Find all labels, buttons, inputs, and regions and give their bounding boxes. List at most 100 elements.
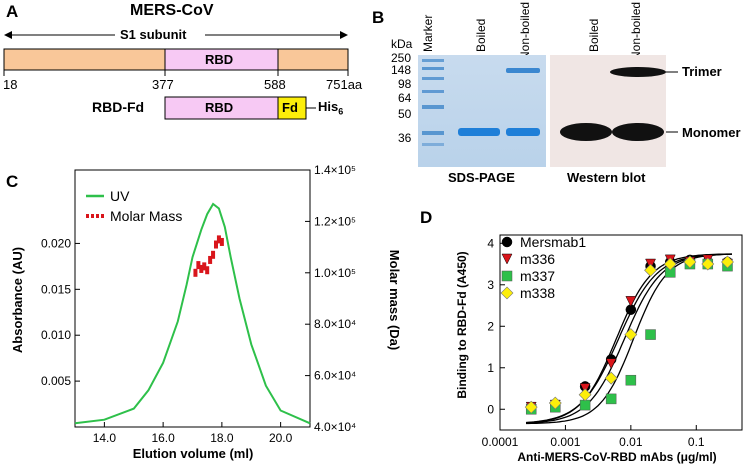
legend-label-m337: m337 bbox=[520, 268, 555, 284]
panel-c-ytick-label: 0.005 bbox=[41, 374, 71, 388]
his-subscript: 6 bbox=[338, 106, 344, 117]
marker-250: 250 bbox=[391, 51, 412, 65]
point-m337 bbox=[605, 393, 617, 405]
panel-d-ylabel: Binding to RBD-Fd (A450) bbox=[455, 251, 469, 398]
marker-ladder bbox=[422, 59, 444, 146]
western-blot-label: Western blot bbox=[567, 170, 646, 185]
construct-label: RBD-Fd bbox=[92, 99, 145, 115]
marker-36: 36 bbox=[398, 131, 412, 145]
rbd-label: RBD bbox=[205, 52, 234, 67]
construct-rbd-label: RBD bbox=[205, 100, 234, 115]
panel-a-title: MERS-CoV bbox=[130, 2, 214, 19]
panel-c-ytick-right-label: 1.4×10⁵ bbox=[314, 163, 356, 177]
panel-d-ytick-label: 0 bbox=[487, 402, 494, 416]
panel-c-ytick-right-label: 1.0×10⁵ bbox=[314, 266, 356, 280]
panel-c-ytick-label: 0.015 bbox=[41, 282, 71, 296]
point-m337 bbox=[625, 374, 637, 386]
molar-mass-point bbox=[193, 268, 198, 277]
fit-curve bbox=[525, 253, 732, 424]
rbd-box bbox=[164, 48, 279, 71]
panel-d-xtick-label: 0.0001 bbox=[482, 435, 519, 449]
his-text: His bbox=[318, 99, 339, 114]
marker-64: 64 bbox=[398, 91, 412, 105]
point-m338 bbox=[644, 263, 657, 277]
molar-mass-point bbox=[202, 262, 207, 271]
panel-c-xtick-label: 14.0 bbox=[93, 431, 117, 445]
marker-98: 98 bbox=[398, 77, 412, 91]
blot-monomer-band-nonboiled bbox=[612, 123, 664, 141]
panel-d-ytick-label: 1 bbox=[487, 361, 494, 375]
sds-page-label: SDS-PAGE bbox=[448, 170, 515, 185]
blot-image bbox=[550, 55, 666, 167]
panel-d-ytick-label: 4 bbox=[487, 236, 494, 250]
panel-c-xtick-label: 20.0 bbox=[269, 431, 293, 445]
molar-mass-point bbox=[205, 266, 210, 275]
point-m338 bbox=[683, 255, 697, 269]
panel-d-xtick-label: 0.1 bbox=[688, 435, 705, 449]
panel-c-xtick-label: 16.0 bbox=[151, 431, 175, 445]
legend-label-m336: m336 bbox=[520, 251, 555, 267]
panel-c-plot-frame bbox=[74, 169, 311, 428]
point-m338 bbox=[663, 257, 677, 271]
gel-trimer-band bbox=[506, 68, 540, 73]
panel-d-xlabel: Anti-MERS-CoV-RBD mAbs (μg/ml) bbox=[517, 450, 716, 464]
gel-monomer-band-nonboiled bbox=[506, 128, 540, 136]
panel-d-xtick-label: 0.001 bbox=[550, 435, 580, 449]
panel-c-xlabel: Elution volume (ml) bbox=[133, 446, 254, 461]
marker-50: 50 bbox=[398, 107, 412, 121]
s1-arrow-left bbox=[4, 31, 12, 39]
legend-marker-mersmab1 bbox=[501, 236, 513, 248]
molar-mass-point bbox=[208, 255, 213, 264]
panel-c-ytick-label: 0.010 bbox=[41, 328, 71, 342]
panel-a-label: A bbox=[6, 2, 19, 21]
panel-c-ylabel-right: Molar mass (Da) bbox=[387, 250, 402, 350]
kda-label: kDa bbox=[391, 37, 413, 51]
molar-mass-point bbox=[214, 240, 218, 249]
molar-mass-series bbox=[193, 235, 224, 277]
legend-molar-mass-label: Molar Mass bbox=[110, 208, 182, 224]
marker-148: 148 bbox=[391, 63, 412, 77]
panel-d-label: D bbox=[420, 208, 433, 227]
pos-588: 588 bbox=[264, 77, 286, 92]
panel-c-ylabel-left: Absorbance (AU) bbox=[10, 247, 25, 353]
data-points bbox=[524, 254, 734, 415]
s1-arrow-right bbox=[340, 31, 348, 39]
panel-d-plot-frame bbox=[499, 234, 743, 431]
legend-marker-m337 bbox=[501, 270, 513, 282]
blot-monomer-band-boiled bbox=[560, 123, 612, 141]
molar-mass-point bbox=[199, 264, 204, 273]
panel-b-label: B bbox=[372, 8, 385, 27]
point-m338 bbox=[624, 328, 638, 341]
legend-label-mersmab1: Mersmab1 bbox=[520, 234, 586, 250]
point-m338 bbox=[524, 400, 538, 414]
panel-d-ytick-label: 3 bbox=[487, 278, 494, 292]
panel-c-ytick-right-label: 6.0×10⁴ bbox=[314, 369, 356, 383]
pos-377: 377 bbox=[152, 77, 174, 92]
point-m337 bbox=[579, 399, 591, 411]
fd-label: Fd bbox=[282, 100, 298, 115]
panel-c-ytick-label: 0.020 bbox=[41, 236, 71, 250]
panel-a-diagram bbox=[3, 27, 349, 120]
panel-d-xtick-label: 0.01 bbox=[619, 435, 643, 449]
trimer-label: Trimer bbox=[682, 64, 722, 79]
gel-image bbox=[418, 55, 546, 167]
point-m338 bbox=[721, 255, 734, 269]
point-m336 bbox=[625, 296, 637, 307]
point-m338 bbox=[548, 396, 562, 410]
panel-c-ytick-right-label: 4.0×10⁴ bbox=[314, 420, 356, 434]
legend-marker-m336 bbox=[501, 253, 513, 265]
panel-c-xtick-label: 18.0 bbox=[210, 431, 234, 445]
molar-mass-point bbox=[219, 237, 224, 246]
point-m336 bbox=[605, 358, 617, 370]
blot-trimer-band bbox=[610, 67, 666, 77]
molar-mass-point bbox=[196, 261, 201, 270]
panel-c-ytick-right-label: 1.2×10⁵ bbox=[314, 214, 356, 228]
molar-mass-point bbox=[211, 250, 216, 259]
molar-mass-point bbox=[216, 235, 221, 244]
point-m338 bbox=[701, 257, 715, 271]
pos-751: 751aa bbox=[326, 77, 363, 92]
panel-d-ytick-label: 2 bbox=[487, 319, 494, 333]
legend-label-m338: m338 bbox=[520, 285, 555, 301]
